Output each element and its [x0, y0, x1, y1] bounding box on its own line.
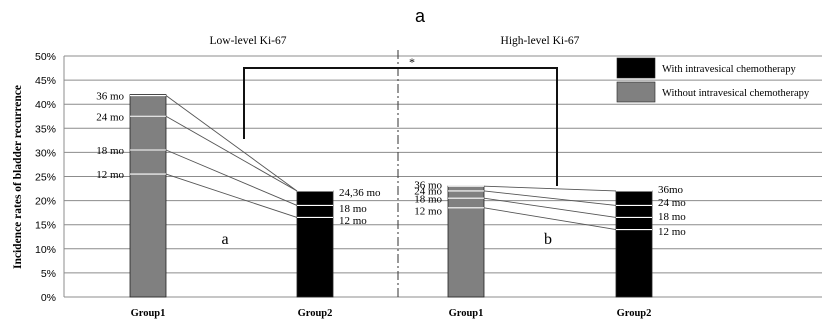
timepoint-label: 24 mo — [414, 186, 442, 198]
panel-letter-b: b — [544, 231, 552, 248]
panel-title-high: High-level Ki-67 — [501, 35, 580, 47]
y-tick-label: 35% — [35, 123, 56, 135]
y-tick-label: 50% — [35, 51, 56, 63]
connection-lines — [165, 95, 617, 230]
connection-line — [165, 173, 298, 218]
grid-layer — [64, 55, 822, 298]
y-tick-label: 45% — [35, 75, 56, 87]
timepoint-label: 18 mo — [339, 203, 367, 215]
bars-layer — [129, 94, 653, 298]
y-axis-label: Incidence rates of bladder recurrence — [12, 85, 24, 269]
timepoint-label: 18 mo — [414, 193, 442, 205]
panel-letter-a: a — [221, 231, 228, 248]
timepoint-label: 24,36 mo — [339, 187, 381, 199]
connection-line — [483, 197, 617, 218]
timepoint-label: 36 mo — [96, 91, 124, 103]
y-tick-label: 40% — [35, 99, 56, 111]
chart-title: a — [415, 6, 426, 26]
x-tick-label: Group2 — [617, 308, 652, 319]
panel-title-low: Low-level Ki-67 — [210, 35, 287, 47]
y-tick-label: 20% — [35, 196, 56, 208]
legend-swatch — [616, 81, 656, 103]
legend-label: With intravesical chemotherapy — [662, 64, 796, 75]
legend-label: Without intravesical chemotherapy — [662, 88, 810, 99]
connection-line — [483, 185, 617, 192]
timepoint-label: 36 mo — [414, 179, 442, 191]
y-tick-label: 25% — [35, 172, 56, 184]
connection-line — [165, 149, 298, 206]
y-tick-label: 5% — [41, 268, 56, 280]
timepoint-label: 12 mo — [414, 206, 442, 218]
timepoint-label: 18 mo — [658, 211, 686, 223]
timepoint-label: 12 mo — [339, 215, 367, 227]
significance-star: * — [409, 55, 415, 69]
connection-line — [483, 190, 617, 206]
y-tick-label: 10% — [35, 244, 56, 256]
significance-bracket — [243, 67, 558, 186]
connection-line — [165, 115, 298, 192]
legend-swatch — [616, 57, 656, 79]
y-tick-label: 15% — [35, 220, 56, 232]
bar — [615, 190, 653, 298]
connection-line — [483, 207, 617, 230]
legend: With intravesical chemotherapy Without in… — [616, 57, 810, 103]
bar — [129, 94, 167, 298]
timepoint-label: 24 mo — [96, 111, 124, 123]
bar — [296, 190, 334, 298]
bar — [447, 185, 485, 298]
timepoint-label: 36mo — [658, 184, 684, 196]
timepoint-label: 12 mo — [658, 226, 686, 238]
x-tick-label: Group1 — [449, 308, 484, 319]
timepoint-label: 18 mo — [96, 145, 124, 157]
connection-line — [165, 95, 298, 192]
x-tick-labels: Group1 Group2 Group1 Group2 — [131, 308, 652, 319]
timepoint-label: 24 mo — [658, 197, 686, 209]
y-tick-labels: 0% 5% 10% 15% 20% 25% 30% 35% 40% 45% 50% — [35, 51, 56, 304]
y-tick-label: 30% — [35, 147, 56, 159]
y-tick-label: 0% — [41, 292, 56, 304]
x-tick-label: Group2 — [298, 308, 333, 319]
x-tick-label: Group1 — [131, 308, 166, 319]
timepoint-label: 12 mo — [96, 169, 124, 181]
